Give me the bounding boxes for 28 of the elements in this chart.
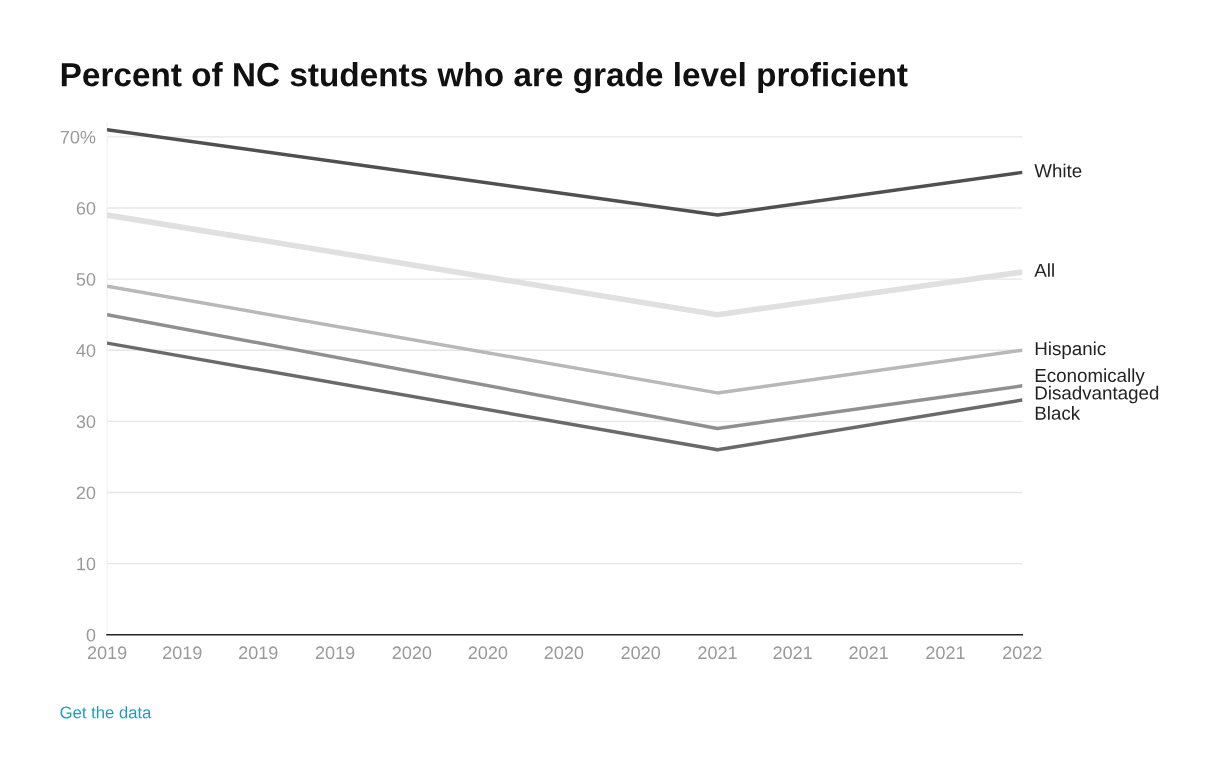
y-tick-label: 30 [76, 415, 96, 429]
text: Get the data [60, 706, 152, 719]
x-tick-label: 2019 [87, 646, 127, 660]
y-tick-label: 70% [60, 130, 96, 144]
chart-title: Percent of NC students who are grade level proficient [61, 61, 908, 94]
x-tick-label: 2022 [1003, 646, 1042, 660]
x-tick-label: 2020 [468, 646, 508, 660]
series-label: White [1034, 163, 1082, 178]
x-tick-label: 2019 [239, 646, 278, 660]
series-label: Economically Disadvantaged [1035, 368, 1159, 404]
y-tick-label: 50 [76, 273, 96, 286]
series-label: Black [1035, 406, 1081, 420]
series-label: Hispanic [1035, 341, 1106, 359]
x-tick-label: 2019 [315, 646, 355, 660]
x-tick-label: 2021 [849, 646, 888, 660]
x-tick-label: 2021 [773, 646, 812, 660]
x-tick-label: 2020 [621, 646, 661, 660]
x-tick-label: 2019 [163, 646, 202, 660]
x-tick-label: 2021 [698, 646, 737, 660]
y-tick-label: 40 [76, 344, 96, 357]
y-tick-label: 10 [77, 557, 96, 571]
x-tick-label: 2020 [392, 646, 432, 660]
y-tick-label: 20 [76, 486, 96, 500]
y-tick-label: 0 [86, 628, 96, 642]
y-tick-label: 60 [76, 201, 96, 215]
x-tick-label: 2021 [926, 646, 965, 660]
x-tick-label: 2020 [544, 646, 584, 660]
series-label: All [1034, 263, 1054, 277]
